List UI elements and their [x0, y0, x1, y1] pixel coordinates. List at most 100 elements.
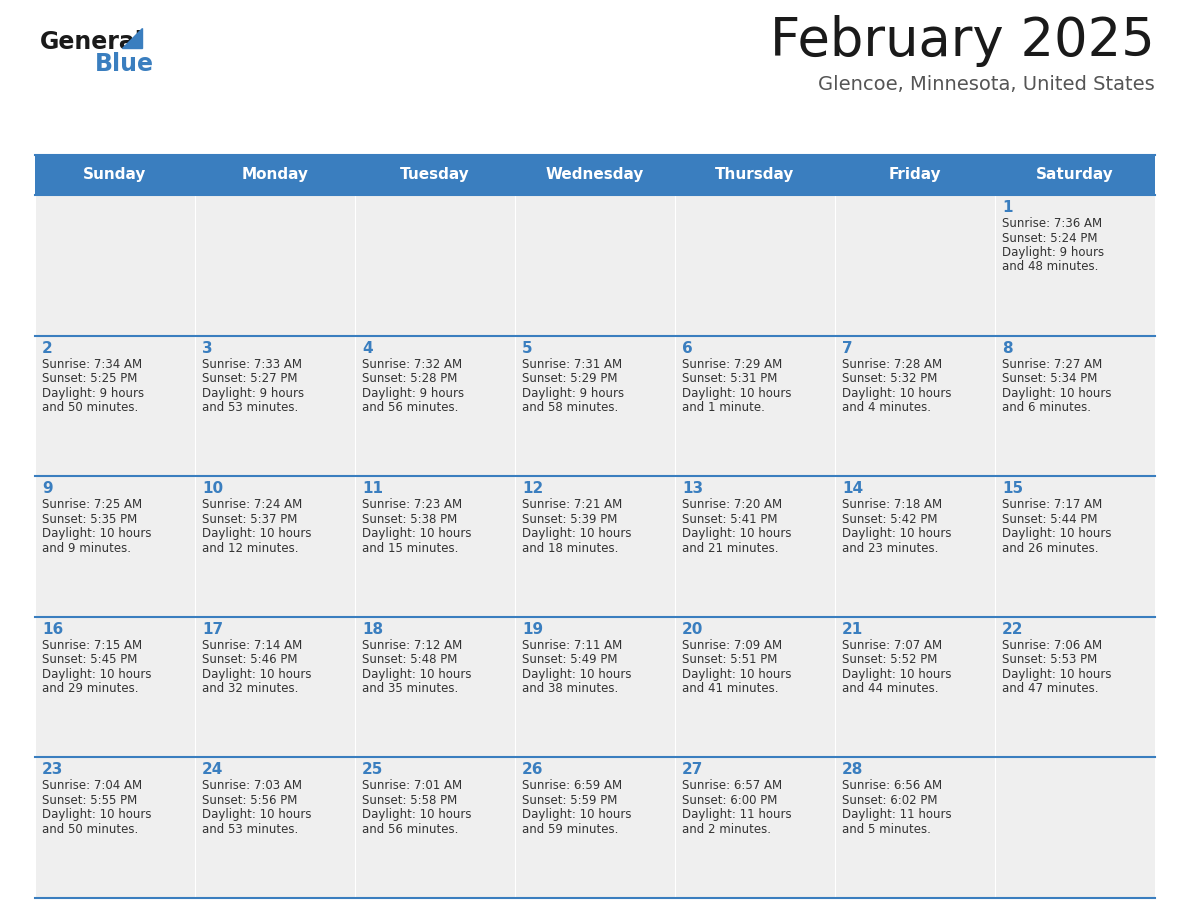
- Bar: [195, 476, 355, 617]
- Bar: [996, 476, 1155, 617]
- Text: 24: 24: [202, 763, 223, 778]
- Text: Sunset: 5:49 PM: Sunset: 5:49 PM: [522, 654, 618, 666]
- Text: Sunrise: 7:06 AM: Sunrise: 7:06 AM: [1001, 639, 1102, 652]
- Bar: [355, 476, 516, 617]
- Text: Sunrise: 6:56 AM: Sunrise: 6:56 AM: [842, 779, 942, 792]
- Text: Daylight: 10 hours: Daylight: 10 hours: [202, 667, 311, 681]
- Bar: [835, 195, 996, 336]
- Bar: [355, 757, 516, 898]
- Text: 27: 27: [682, 763, 703, 778]
- Text: 22: 22: [1001, 621, 1024, 637]
- Text: and 4 minutes.: and 4 minutes.: [842, 401, 931, 414]
- Text: Daylight: 10 hours: Daylight: 10 hours: [842, 386, 952, 399]
- Text: Daylight: 10 hours: Daylight: 10 hours: [362, 667, 472, 681]
- Text: and 53 minutes.: and 53 minutes.: [202, 823, 298, 836]
- Text: and 56 minutes.: and 56 minutes.: [362, 401, 459, 414]
- Text: Friday: Friday: [889, 167, 941, 183]
- Bar: [675, 195, 835, 336]
- Text: Sunrise: 7:33 AM: Sunrise: 7:33 AM: [202, 358, 302, 371]
- Text: Daylight: 10 hours: Daylight: 10 hours: [1001, 527, 1112, 540]
- Text: 1: 1: [1001, 200, 1012, 215]
- Bar: [996, 195, 1155, 336]
- Text: Saturday: Saturday: [1036, 167, 1114, 183]
- Text: 2: 2: [42, 341, 52, 355]
- Text: Sunrise: 7:28 AM: Sunrise: 7:28 AM: [842, 358, 942, 371]
- Text: Sunset: 5:55 PM: Sunset: 5:55 PM: [42, 794, 138, 807]
- Text: and 53 minutes.: and 53 minutes.: [202, 401, 298, 414]
- Bar: [34, 617, 195, 757]
- Text: Daylight: 10 hours: Daylight: 10 hours: [682, 386, 791, 399]
- Text: Daylight: 10 hours: Daylight: 10 hours: [1001, 667, 1112, 681]
- Text: and 18 minutes.: and 18 minutes.: [522, 542, 619, 554]
- Text: Sunday: Sunday: [83, 167, 146, 183]
- Text: Sunrise: 7:20 AM: Sunrise: 7:20 AM: [682, 498, 782, 511]
- Bar: [195, 757, 355, 898]
- Text: 10: 10: [202, 481, 223, 497]
- Text: Daylight: 10 hours: Daylight: 10 hours: [522, 667, 632, 681]
- Text: Daylight: 10 hours: Daylight: 10 hours: [42, 527, 152, 540]
- Bar: [195, 336, 355, 476]
- Text: Daylight: 10 hours: Daylight: 10 hours: [522, 809, 632, 822]
- Text: and 56 minutes.: and 56 minutes.: [362, 823, 459, 836]
- Text: Daylight: 10 hours: Daylight: 10 hours: [842, 527, 952, 540]
- Text: Sunset: 5:44 PM: Sunset: 5:44 PM: [1001, 512, 1098, 526]
- Text: 11: 11: [362, 481, 383, 497]
- Text: 14: 14: [842, 481, 864, 497]
- Text: and 50 minutes.: and 50 minutes.: [42, 401, 138, 414]
- Text: and 29 minutes.: and 29 minutes.: [42, 682, 139, 695]
- Text: Sunrise: 7:31 AM: Sunrise: 7:31 AM: [522, 358, 623, 371]
- Text: 13: 13: [682, 481, 703, 497]
- Text: and 38 minutes.: and 38 minutes.: [522, 682, 618, 695]
- Text: 5: 5: [522, 341, 532, 355]
- Text: Glencoe, Minnesota, United States: Glencoe, Minnesota, United States: [819, 75, 1155, 94]
- Text: Sunrise: 7:25 AM: Sunrise: 7:25 AM: [42, 498, 143, 511]
- Bar: [34, 155, 1155, 195]
- Bar: [516, 195, 675, 336]
- Text: Sunset: 5:41 PM: Sunset: 5:41 PM: [682, 512, 777, 526]
- Text: February 2025: February 2025: [770, 15, 1155, 67]
- Text: and 48 minutes.: and 48 minutes.: [1001, 261, 1099, 274]
- Text: Monday: Monday: [241, 167, 309, 183]
- Text: 20: 20: [682, 621, 703, 637]
- Text: Sunrise: 7:01 AM: Sunrise: 7:01 AM: [362, 779, 462, 792]
- Text: Sunset: 5:52 PM: Sunset: 5:52 PM: [842, 654, 937, 666]
- Bar: [34, 476, 195, 617]
- Text: 25: 25: [362, 763, 384, 778]
- Text: General: General: [40, 30, 144, 54]
- Text: Sunrise: 7:07 AM: Sunrise: 7:07 AM: [842, 639, 942, 652]
- Text: Sunrise: 7:34 AM: Sunrise: 7:34 AM: [42, 358, 143, 371]
- Text: and 44 minutes.: and 44 minutes.: [842, 682, 939, 695]
- Bar: [996, 757, 1155, 898]
- Bar: [34, 757, 195, 898]
- Text: Sunset: 5:37 PM: Sunset: 5:37 PM: [202, 512, 297, 526]
- Text: and 47 minutes.: and 47 minutes.: [1001, 682, 1099, 695]
- Text: and 35 minutes.: and 35 minutes.: [362, 682, 459, 695]
- Text: Sunset: 5:58 PM: Sunset: 5:58 PM: [362, 794, 457, 807]
- Text: 23: 23: [42, 763, 63, 778]
- Bar: [195, 617, 355, 757]
- Text: Sunrise: 7:03 AM: Sunrise: 7:03 AM: [202, 779, 302, 792]
- Bar: [835, 476, 996, 617]
- Bar: [516, 336, 675, 476]
- Text: Sunrise: 7:29 AM: Sunrise: 7:29 AM: [682, 358, 782, 371]
- Text: Daylight: 10 hours: Daylight: 10 hours: [682, 527, 791, 540]
- Text: 6: 6: [682, 341, 693, 355]
- Text: Sunset: 5:25 PM: Sunset: 5:25 PM: [42, 372, 138, 385]
- Bar: [675, 617, 835, 757]
- Bar: [355, 617, 516, 757]
- Text: Sunrise: 7:23 AM: Sunrise: 7:23 AM: [362, 498, 462, 511]
- Bar: [675, 476, 835, 617]
- Text: Sunset: 5:53 PM: Sunset: 5:53 PM: [1001, 654, 1098, 666]
- Text: Daylight: 10 hours: Daylight: 10 hours: [362, 809, 472, 822]
- Text: 15: 15: [1001, 481, 1023, 497]
- Text: and 23 minutes.: and 23 minutes.: [842, 542, 939, 554]
- Text: Sunrise: 7:12 AM: Sunrise: 7:12 AM: [362, 639, 462, 652]
- Text: Sunset: 5:28 PM: Sunset: 5:28 PM: [362, 372, 457, 385]
- Text: Daylight: 10 hours: Daylight: 10 hours: [842, 667, 952, 681]
- Text: Sunrise: 7:18 AM: Sunrise: 7:18 AM: [842, 498, 942, 511]
- Text: Daylight: 9 hours: Daylight: 9 hours: [1001, 246, 1104, 259]
- Text: 21: 21: [842, 621, 864, 637]
- Text: Sunset: 5:34 PM: Sunset: 5:34 PM: [1001, 372, 1098, 385]
- Text: Daylight: 10 hours: Daylight: 10 hours: [202, 809, 311, 822]
- Bar: [355, 195, 516, 336]
